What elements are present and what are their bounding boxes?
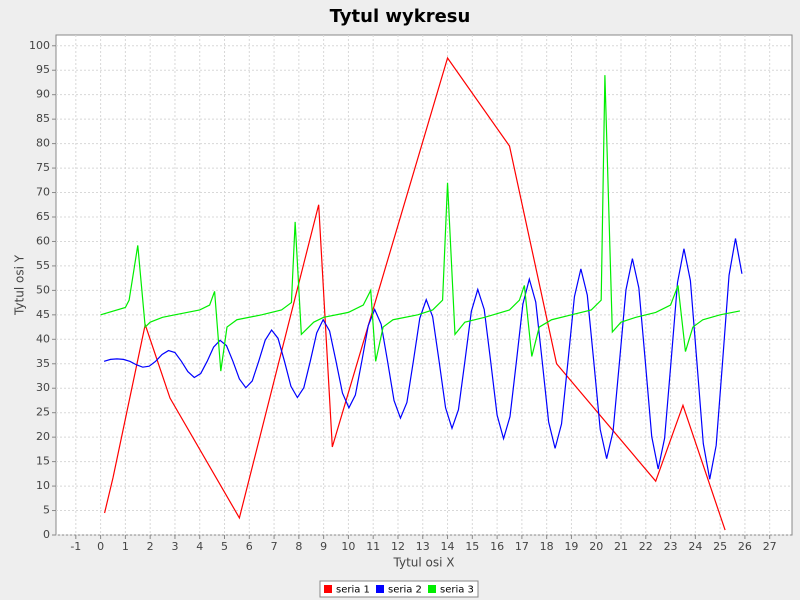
y-tick-label: 20 bbox=[36, 430, 50, 443]
legend-label: seria 1 bbox=[336, 585, 370, 596]
y-tick-label: 15 bbox=[36, 455, 50, 468]
y-tick-label: 60 bbox=[36, 234, 50, 247]
y-tick-label: 0 bbox=[43, 528, 50, 541]
y-tick-label: 85 bbox=[36, 112, 50, 125]
x-tick-label: 15 bbox=[465, 540, 479, 553]
y-tick-label: 30 bbox=[36, 381, 50, 394]
chart-title: Tytul wykresu bbox=[330, 6, 471, 27]
x-tick-label: 20 bbox=[589, 540, 603, 553]
x-tick-label: 12 bbox=[391, 540, 405, 553]
y-tick-label: 5 bbox=[43, 504, 50, 517]
y-tick-label: 45 bbox=[36, 308, 50, 321]
y-axis-title: Tytul osi Y bbox=[13, 254, 27, 316]
x-tick-label: 14 bbox=[441, 540, 455, 553]
x-tick-label: 7 bbox=[271, 540, 278, 553]
x-tick-label: 26 bbox=[738, 540, 752, 553]
y-tick-label: 80 bbox=[36, 137, 50, 150]
plot-area bbox=[55, 34, 793, 536]
x-tick-label: 25 bbox=[713, 540, 727, 553]
y-tick-label: 35 bbox=[36, 357, 50, 370]
y-tick-label: 70 bbox=[36, 186, 50, 199]
x-tick-label: 2 bbox=[147, 540, 154, 553]
x-tick-label: 3 bbox=[171, 540, 178, 553]
x-tick-label: 9 bbox=[320, 540, 327, 553]
x-tick-label: 22 bbox=[639, 540, 653, 553]
legend-label: seria 2 bbox=[388, 585, 422, 596]
x-tick-label: 11 bbox=[366, 540, 380, 553]
x-tick-label: 13 bbox=[416, 540, 430, 553]
legend-swatch bbox=[324, 585, 332, 593]
x-tick-label: -1 bbox=[70, 540, 81, 553]
x-tick-label: 18 bbox=[540, 540, 554, 553]
x-tick-label: 23 bbox=[664, 540, 678, 553]
y-tick-label: 50 bbox=[36, 283, 50, 296]
x-tick-label: 21 bbox=[614, 540, 628, 553]
x-tick-label: 19 bbox=[564, 540, 578, 553]
x-tick-label: 5 bbox=[221, 540, 228, 553]
x-axis-title: Tytul osi X bbox=[393, 556, 455, 570]
y-tick-label: 10 bbox=[36, 479, 50, 492]
x-tick-label: 8 bbox=[295, 540, 302, 553]
y-tick-label: 90 bbox=[36, 88, 50, 101]
legend-label: seria 3 bbox=[440, 585, 474, 596]
y-tick-label: 65 bbox=[36, 210, 50, 223]
y-tick-label: 25 bbox=[36, 406, 50, 419]
x-tick-label: 0 bbox=[97, 540, 104, 553]
line-series bbox=[103, 238, 743, 480]
y-tick-label: 55 bbox=[36, 259, 50, 272]
y-tick-label: 100 bbox=[29, 39, 50, 52]
line-series bbox=[100, 75, 741, 372]
x-tick-label: 6 bbox=[246, 540, 253, 553]
x-tick-label: 27 bbox=[763, 540, 777, 553]
x-tick-label: 24 bbox=[688, 540, 702, 553]
x-tick-label: 4 bbox=[196, 540, 203, 553]
x-tick-label: 16 bbox=[490, 540, 504, 553]
x-tick-label: 1 bbox=[122, 540, 129, 553]
legend-swatch bbox=[376, 585, 384, 593]
legend-box bbox=[319, 580, 479, 598]
legend-swatch bbox=[428, 585, 436, 593]
y-tick-label: 40 bbox=[36, 332, 50, 345]
y-tick-label: 95 bbox=[36, 63, 50, 76]
y-tick-label: 75 bbox=[36, 161, 50, 174]
x-tick-label: 17 bbox=[515, 540, 529, 553]
x-tick-label: 10 bbox=[341, 540, 355, 553]
